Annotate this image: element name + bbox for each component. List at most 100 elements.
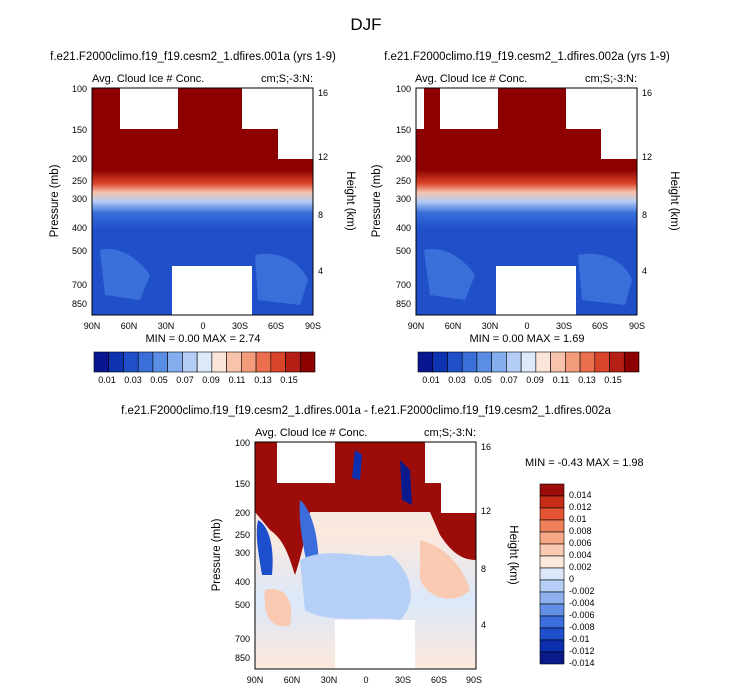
panel-3-frame — [254, 441, 477, 670]
panel-3-stats: MIN = -0.43 MAX = 1.98 — [525, 457, 644, 469]
colorbar-swatch — [550, 351, 566, 373]
panel-2-colorbar-labels: 0.01 0.03 0.05 0.07 0.09 0.11 0.13 0.15 — [422, 375, 622, 385]
colorbar-label: 0.014 — [569, 490, 592, 500]
colorbar-label: 0.002 — [569, 562, 592, 572]
panel-2-x-ticks: 90N 60N 30N 0 30S 60S 90S — [408, 321, 645, 331]
colorbar-swatch — [417, 351, 434, 373]
panel-3-blue-streak-c — [400, 460, 412, 505]
panel-2-y-ticks: 100 150 200 250 300 400 500 700 850 — [396, 84, 411, 309]
panel-3-ylabel-right: Height (km) — [507, 525, 519, 585]
panel-2-right-label: cm;S;-3:N: — [585, 73, 637, 85]
height-tick: 8 — [318, 210, 323, 220]
x-tick: 90S — [466, 675, 482, 685]
colorbar-swatch — [108, 351, 124, 373]
height-tick: 4 — [481, 620, 486, 630]
colorbar-label: 0.05 — [474, 375, 492, 385]
colorbar-swatch — [299, 351, 316, 373]
panel-1-ylabel-right: Height (km) — [344, 171, 356, 231]
colorbar-label: 0.012 — [569, 502, 592, 512]
colorbar-swatch — [461, 351, 478, 373]
colorbar-label: -0.004 — [569, 598, 595, 608]
x-tick: 60N — [284, 675, 301, 685]
colorbar-label: 0 — [569, 574, 574, 584]
x-tick: 30N — [158, 321, 175, 331]
colorbar-swatch — [152, 351, 168, 373]
y-tick: 850 — [396, 299, 411, 309]
y-tick: 250 — [72, 176, 87, 186]
colorbar-swatch — [539, 615, 565, 629]
y-tick: 150 — [396, 125, 411, 135]
colorbar-swatch — [167, 351, 183, 373]
panel-2-ylabel: Pressure (mb) — [371, 164, 383, 237]
colorbar-label: 0.07 — [500, 375, 518, 385]
y-tick: 700 — [396, 280, 411, 290]
colorbar-swatch — [539, 531, 565, 545]
colorbar-label: 0.11 — [229, 375, 246, 385]
colorbar-swatch — [594, 351, 610, 373]
height-tick: 4 — [642, 266, 647, 276]
panel-2-mask-top-c — [416, 88, 424, 129]
colorbar-swatch — [539, 627, 565, 641]
colorbar-label: 0.11 — [553, 375, 570, 385]
x-tick: 60N — [121, 321, 138, 331]
colorbar-swatch — [539, 483, 565, 497]
x-tick: 30S — [232, 321, 248, 331]
colorbar-swatch — [539, 519, 565, 533]
colorbar-swatch — [270, 351, 286, 373]
panel-1-colorbar — [93, 351, 316, 373]
y-tick: 400 — [235, 577, 250, 587]
panel-3: f.e21.F2000climo.f19_f19.cesm2_1.dfires.… — [121, 405, 643, 685]
panel-2-plot — [415, 87, 638, 316]
y-tick: 300 — [396, 194, 411, 204]
colorbar-label: -0.01 — [569, 634, 590, 644]
figure-title: DJF — [350, 15, 381, 34]
colorbar-label: 0.07 — [176, 375, 194, 385]
colorbar-label: 0.008 — [569, 526, 592, 536]
x-tick: 90S — [629, 321, 645, 331]
panel-2-colorbar — [417, 351, 640, 373]
y-tick: 150 — [72, 125, 87, 135]
x-tick: 30N — [321, 675, 338, 685]
x-tick: 90N — [408, 321, 425, 331]
panel-3-ylabel: Pressure (mb) — [211, 518, 223, 591]
colorbar-label: 0.006 — [569, 538, 592, 548]
panel-3-right-label: cm;S;-3:N: — [424, 427, 476, 439]
y-tick: 100 — [72, 84, 87, 94]
panel-2-left-label: Avg. Cloud Ice # Conc. — [415, 73, 527, 85]
y-tick: 300 — [72, 194, 87, 204]
colorbar-swatch — [539, 567, 565, 581]
y-tick: 500 — [72, 246, 87, 256]
y-tick: 200 — [396, 154, 411, 164]
panel-1-colorbar-labels: 0.01 0.03 0.05 0.07 0.09 0.11 0.13 0.15 — [98, 375, 298, 385]
colorbar-swatch — [539, 603, 565, 617]
panel-3-blue-streak-d — [352, 450, 362, 480]
panel-2-frame — [415, 87, 638, 316]
colorbar-swatch — [535, 351, 551, 373]
panel-3-mask-top-a — [277, 442, 335, 483]
y-tick: 200 — [235, 508, 250, 518]
height-tick: 16 — [318, 88, 328, 98]
panel-2-mask-upper-right — [601, 129, 637, 159]
colorbar-swatch — [137, 351, 154, 373]
x-tick: 60S — [268, 321, 284, 331]
panel-2-deep-blue — [424, 249, 475, 300]
colorbar-label: 0.13 — [578, 375, 596, 385]
colorbar-swatch — [539, 495, 565, 509]
colorbar-label: -0.012 — [569, 646, 595, 656]
panel-2-height-ticks: 16 12 8 4 — [642, 88, 652, 276]
y-tick: 400 — [396, 223, 411, 233]
colorbar-label: 0.01 — [569, 514, 587, 524]
colorbar-swatch — [491, 351, 507, 373]
colorbar-label: 0.15 — [280, 375, 298, 385]
panel-3-light-red-patch — [420, 540, 470, 599]
x-tick: 60S — [431, 675, 447, 685]
y-tick: 100 — [235, 438, 250, 448]
panel-1: f.e21.F2000climo.f19_f19.cesm2_1.dfires.… — [49, 51, 356, 385]
height-tick: 8 — [481, 564, 486, 574]
panel-2-mask-lower — [496, 266, 576, 315]
panel-3-blue-streak-a — [256, 520, 273, 575]
colorbar-swatch — [539, 639, 565, 653]
colorbar-swatch — [579, 351, 596, 373]
colorbar-swatch — [476, 351, 492, 373]
y-tick: 300 — [235, 548, 250, 558]
